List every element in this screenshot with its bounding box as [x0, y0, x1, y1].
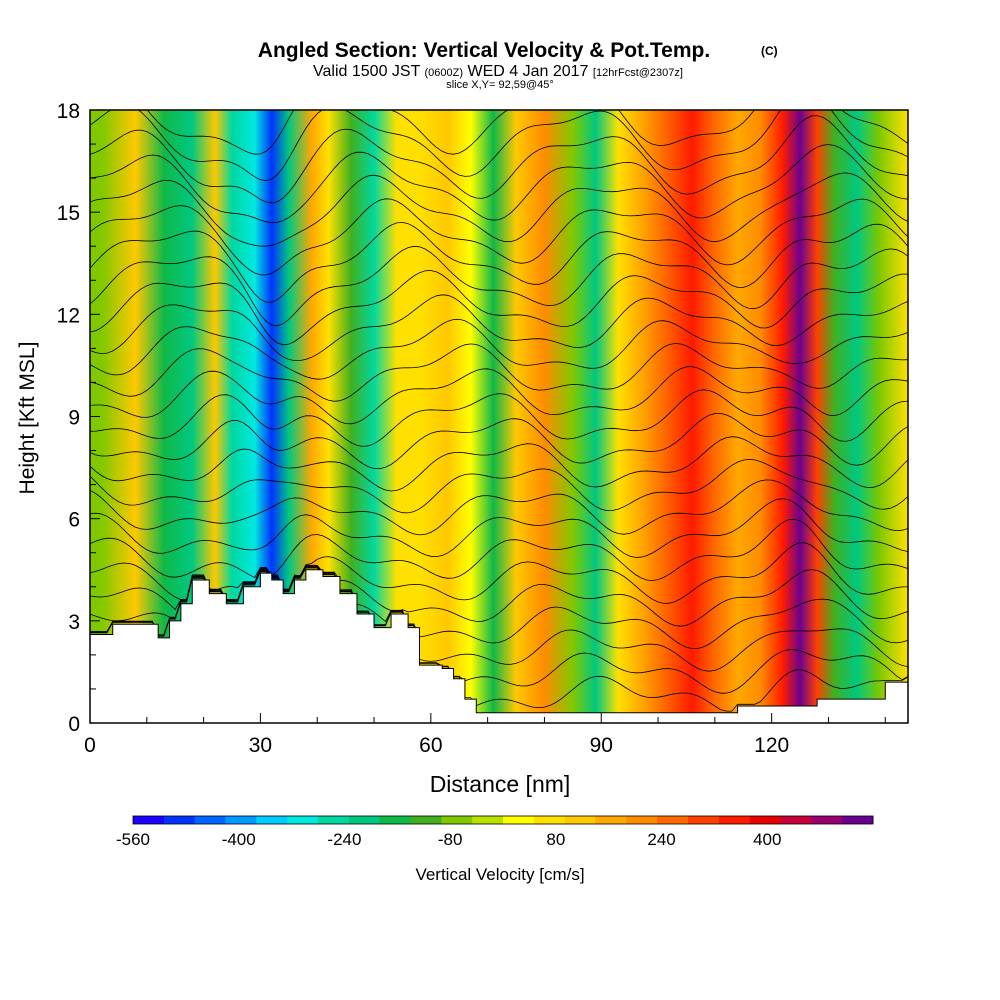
colorbar-tick-label: 400 [753, 830, 781, 849]
plot-area [90, 65, 908, 723]
x-tick-label: 60 [419, 734, 442, 757]
x-tick-label: 0 [84, 734, 96, 757]
slice-label: slice X,Y= 92,59@45° [446, 79, 554, 91]
colorbar-swatch [133, 816, 164, 824]
subtitle-valid-time: Valid 1500 JST [313, 63, 421, 80]
colorbar-swatch [688, 816, 719, 824]
y-axis-label: Height [Kft MSL] [16, 342, 39, 495]
colorbar-swatch [164, 816, 195, 824]
y-tick-label: 9 [68, 407, 80, 430]
y-tick-label: 15 [57, 202, 80, 225]
colorbar-swatch [287, 816, 318, 824]
colorbar-swatch [256, 816, 287, 824]
colorbar-swatch [626, 816, 657, 824]
colorbar-swatch [781, 816, 812, 824]
subtitle-date: WED 4 Jan 2017 [468, 63, 589, 80]
y-tick-label: 6 [68, 509, 80, 532]
colorbar-tick-label: 80 [546, 830, 565, 849]
colorbar-swatch [472, 816, 503, 824]
x-axis-label: Distance [nm] [430, 771, 571, 797]
y-tick-label: 3 [68, 611, 80, 634]
colorbar-tick-label: -80 [438, 830, 463, 849]
colorbar-label: Vertical Velocity [cm/s] [415, 865, 584, 884]
colorbar: -560 -400 -240 -80 80 240 400 [116, 816, 874, 849]
chart-title: Angled Section: Vertical Velocity & Pot.… [258, 39, 710, 62]
y-tick-label: 12 [57, 304, 80, 327]
colorbar-swatch [380, 816, 411, 824]
colorbar-swatch [811, 816, 842, 824]
subtitle-forecast: [12hrFcst@2307z] [593, 67, 683, 79]
colorbar-swatch [349, 816, 380, 824]
colorbar-swatch [842, 816, 873, 824]
colorbar-swatch [503, 816, 534, 824]
colorbar-swatch [565, 816, 596, 824]
colorbar-swatch [596, 816, 627, 824]
x-tick-label: 30 [249, 734, 272, 757]
chart-title-mark: (C) [761, 44, 778, 58]
colorbar-tick-label: -240 [327, 830, 361, 849]
y-tick-label: 0 [68, 713, 80, 736]
colorbar-swatch [719, 816, 750, 824]
colorbar-swatch [318, 816, 349, 824]
colorbar-swatch [226, 816, 257, 824]
subtitle-utc-time: (0600Z) [425, 67, 464, 79]
colorbar-tick-label: -560 [116, 830, 150, 849]
colorbar-swatch [657, 816, 688, 824]
x-tick-label: 120 [754, 734, 789, 757]
colorbar-tick-label: -400 [222, 830, 256, 849]
chart-subtitle: Valid 1500 JST (0600Z) WED 4 Jan 2017 [1… [313, 63, 683, 80]
colorbar-swatch [195, 816, 226, 824]
y-tick-label: 18 [57, 100, 80, 123]
colorbar-tick-label: 240 [647, 830, 675, 849]
vertical-velocity-cross-section-figure: Angled Section: Vertical Velocity & Pot.… [0, 0, 1000, 1000]
colorbar-swatch [534, 816, 565, 824]
colorbar-swatch [411, 816, 442, 824]
x-tick-label: 90 [590, 734, 613, 757]
colorbar-swatch [441, 816, 472, 824]
colorbar-swatch [750, 816, 781, 824]
